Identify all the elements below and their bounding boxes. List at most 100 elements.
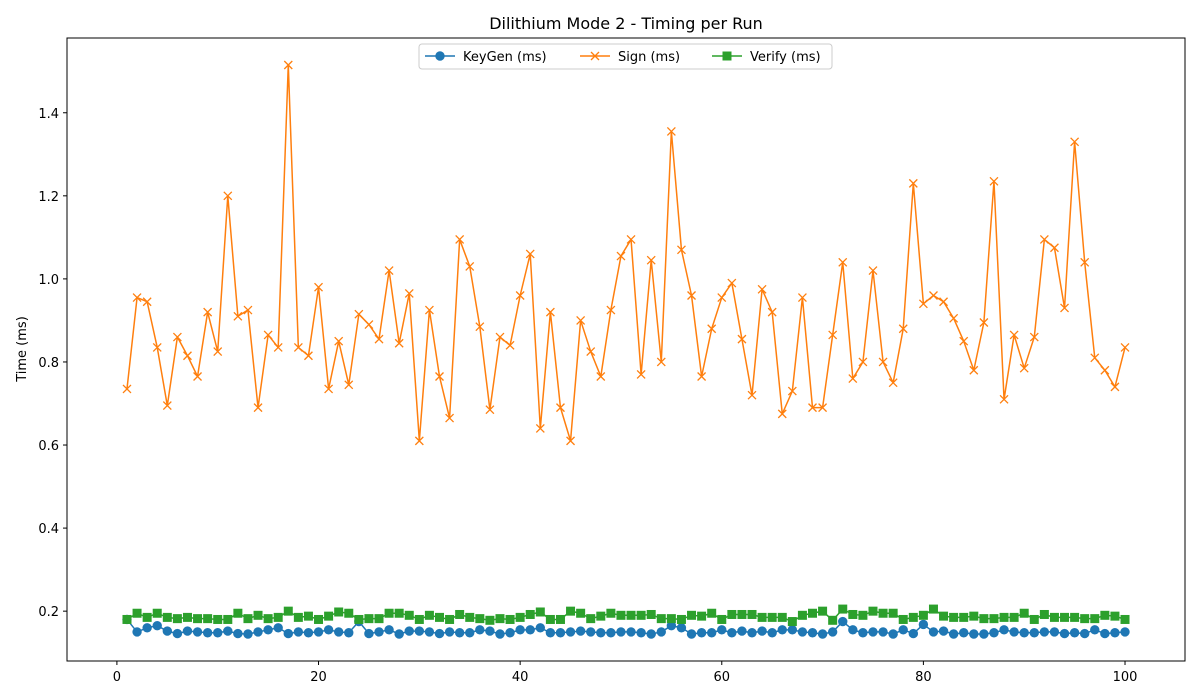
plot-area xyxy=(122,60,1130,639)
data-point xyxy=(616,627,626,637)
data-point xyxy=(495,629,505,639)
data-point xyxy=(454,628,465,638)
data-point xyxy=(303,628,314,638)
data-point xyxy=(1019,628,1029,638)
data-point xyxy=(838,616,848,627)
data-point xyxy=(263,614,273,624)
data-point xyxy=(818,403,828,413)
data-point xyxy=(132,627,142,637)
data-point xyxy=(656,627,666,637)
data-point xyxy=(485,615,495,625)
data-point xyxy=(404,626,414,636)
data-point xyxy=(253,610,263,620)
data-point xyxy=(203,307,213,317)
data-point xyxy=(172,628,183,639)
data-point xyxy=(687,610,697,620)
data-point xyxy=(1029,614,1039,624)
data-point xyxy=(787,625,798,635)
data-point xyxy=(787,386,797,396)
data-point xyxy=(777,625,787,635)
data-point xyxy=(676,245,686,255)
data-point xyxy=(1079,628,1090,639)
data-point xyxy=(364,614,374,624)
data-point xyxy=(515,625,525,635)
data-point xyxy=(797,627,808,637)
data-point xyxy=(1110,628,1120,638)
data-point xyxy=(475,322,485,332)
data-point xyxy=(505,614,515,624)
data-point xyxy=(273,342,283,352)
data-point xyxy=(142,612,152,622)
data-point xyxy=(344,608,354,618)
data-point xyxy=(888,629,898,639)
data-point xyxy=(737,334,747,344)
data-point xyxy=(969,365,979,375)
data-point xyxy=(555,628,566,638)
data-point xyxy=(172,614,182,624)
data-point xyxy=(1100,628,1110,639)
data-point xyxy=(1009,627,1019,637)
legend-marker xyxy=(435,51,445,61)
data-point xyxy=(243,305,253,315)
data-point xyxy=(445,413,455,423)
data-point xyxy=(888,378,898,388)
legend: KeyGen (ms) Sign (ms) Verify (ms) xyxy=(418,43,833,70)
series-keygen xyxy=(122,614,1130,639)
data-point xyxy=(374,614,384,624)
y-tick-label: 1.0 xyxy=(38,273,59,288)
data-point xyxy=(364,628,374,639)
y-tick-label: 1.2 xyxy=(38,190,59,205)
data-point xyxy=(1049,612,1059,622)
data-point xyxy=(636,369,646,379)
data-point xyxy=(364,320,374,330)
data-point xyxy=(344,628,354,638)
data-point xyxy=(797,610,807,620)
data-point xyxy=(192,627,203,637)
data-point xyxy=(979,629,989,639)
data-point xyxy=(394,338,404,348)
data-point xyxy=(777,409,787,419)
legend-marker xyxy=(590,51,600,61)
data-point xyxy=(989,614,999,624)
data-point xyxy=(858,357,868,367)
data-point xyxy=(959,336,969,346)
legend-entry-sign: Sign (ms) xyxy=(580,50,680,65)
data-point xyxy=(525,625,535,635)
data-point xyxy=(737,609,747,619)
data-point xyxy=(565,627,576,637)
data-point xyxy=(424,305,434,315)
data-point xyxy=(152,342,162,352)
data-point xyxy=(485,405,495,415)
data-point xyxy=(616,610,626,620)
data-point xyxy=(929,291,938,300)
data-point xyxy=(666,126,676,136)
data-point xyxy=(183,351,192,361)
data-point xyxy=(989,176,999,186)
data-point xyxy=(828,615,838,625)
data-point xyxy=(314,614,324,624)
y-tick-label: 0.4 xyxy=(38,522,59,537)
data-point xyxy=(747,390,757,400)
data-point xyxy=(666,614,676,624)
data-point xyxy=(596,611,606,621)
data-point xyxy=(1080,614,1090,624)
data-point xyxy=(697,611,707,621)
data-point xyxy=(1070,612,1080,622)
data-point xyxy=(485,626,495,636)
data-point xyxy=(938,626,949,636)
data-point xyxy=(223,626,233,636)
data-point xyxy=(334,336,344,346)
data-point xyxy=(767,612,777,622)
data-point xyxy=(132,293,142,303)
data-point xyxy=(525,249,535,259)
data-point xyxy=(838,604,848,614)
data-point xyxy=(858,628,868,638)
data-point xyxy=(767,628,777,638)
data-point xyxy=(757,626,767,636)
data-point xyxy=(656,614,666,624)
data-point xyxy=(1080,257,1090,267)
data-point xyxy=(959,628,969,638)
data-point xyxy=(505,628,515,638)
data-point xyxy=(1069,628,1080,638)
data-point xyxy=(515,291,525,300)
